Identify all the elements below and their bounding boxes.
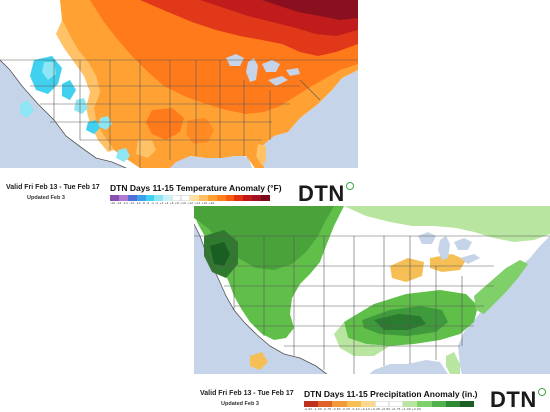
temperature-scale-swatch xyxy=(234,195,244,201)
temperature-scale-swatch xyxy=(181,195,191,201)
precipitation-scale-swatch xyxy=(431,401,446,407)
precipitation-map-title: DTN Days 11-15 Precipitation Anomaly (in… xyxy=(304,389,478,399)
temperature-scale-swatch xyxy=(207,195,217,201)
dtn-logo: DTN xyxy=(298,181,354,206)
temperature-scale-swatch xyxy=(198,195,208,201)
temperature-scale-swatch xyxy=(216,195,226,201)
temperature-scale-swatch xyxy=(110,195,119,201)
precipitation-scale-swatch xyxy=(389,401,404,407)
temperature-scale-swatch xyxy=(163,195,173,201)
temperature-scale-swatch xyxy=(118,195,128,201)
temperature-scale-swatch xyxy=(145,195,155,201)
temperature-updated-date: Updated Feb 3 xyxy=(27,195,65,201)
temperature-scale-swatch xyxy=(136,195,146,201)
temperature-scale-swatch xyxy=(252,195,262,201)
temperature-scale-swatch xyxy=(154,195,164,201)
precipitation-scale-swatch xyxy=(332,401,347,407)
precipitation-updated-date: Updated Feb 3 xyxy=(221,401,259,407)
precipitation-scale-swatch xyxy=(403,401,418,407)
precipitation-scale-swatch xyxy=(459,401,475,407)
precipitation-scale-swatch xyxy=(304,401,319,407)
precipitation-scale-swatch xyxy=(346,401,361,407)
temperature-scale-labels: -40 -16 -14 -12 -10 -8 -6 -4 -2 +2 +4 +6… xyxy=(110,201,215,205)
temperature-scale-swatch xyxy=(261,195,271,201)
precipitation-anomaly-map: Valid Fri Feb 13 - Tue Feb 17 Updated Fe… xyxy=(194,206,550,412)
temperature-scale-swatch xyxy=(225,195,235,201)
temperature-map-graphic xyxy=(0,0,358,206)
precipitation-scale-swatch xyxy=(374,401,390,407)
temperature-scale-swatch xyxy=(190,195,199,201)
temperature-scale-swatch xyxy=(127,195,137,201)
temperature-valid-dates: Valid Fri Feb 13 - Tue Feb 17 xyxy=(6,184,100,191)
temperature-anomaly-map: Valid Fri Feb 13 - Tue Feb 17 Updated Fe… xyxy=(0,0,358,206)
precipitation-scale-swatch xyxy=(360,401,375,407)
dtn-logo: DTN xyxy=(490,387,546,412)
precipitation-scale-swatch xyxy=(417,401,432,407)
temperature-scale-swatch xyxy=(172,195,182,201)
precipitation-scale-swatch xyxy=(445,401,460,407)
precipitation-scale-swatch xyxy=(318,401,333,407)
precipitation-valid-dates: Valid Fri Feb 13 - Tue Feb 17 xyxy=(200,390,294,397)
precipitation-scale-labels: -2.00 -1.00 -0.75 -0.50 -0.25 -0.10 +0.1… xyxy=(304,407,422,411)
temperature-color-scale xyxy=(110,195,271,201)
dtn-logo-ring-icon xyxy=(537,388,546,396)
dtn-logo-text: DTN xyxy=(490,387,537,412)
dtn-logo-text: DTN xyxy=(298,181,345,206)
precipitation-color-scale xyxy=(304,401,475,407)
temperature-map-title: DTN Days 11-15 Temperature Anomaly (°F) xyxy=(110,183,282,193)
dtn-logo-ring-icon xyxy=(345,182,354,190)
temperature-scale-swatch xyxy=(243,195,253,201)
